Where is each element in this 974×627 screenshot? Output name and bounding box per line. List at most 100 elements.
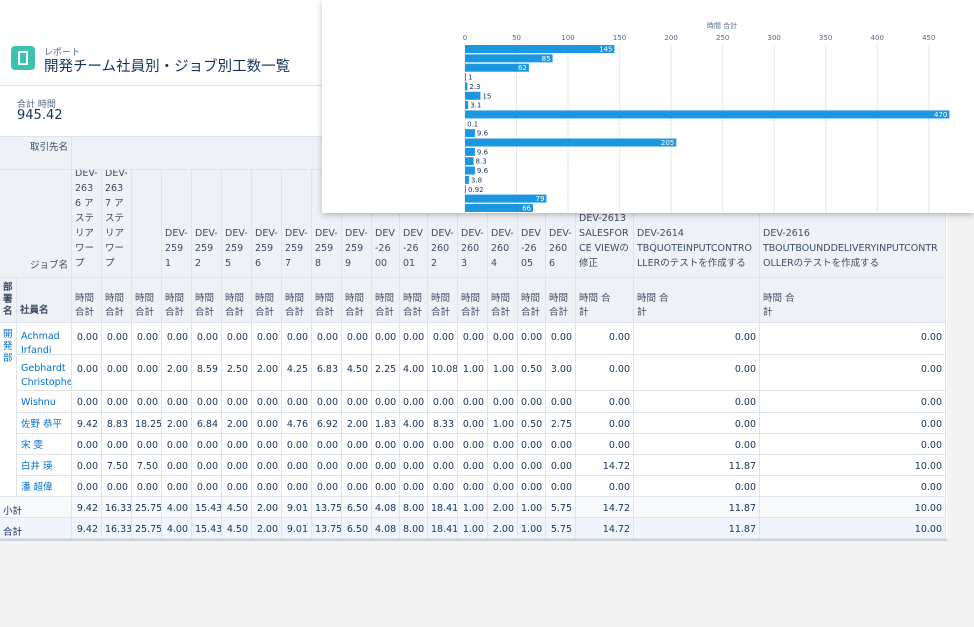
value-cell: 0.00 bbox=[312, 476, 342, 497]
value-cell: 8.33 bbox=[428, 413, 458, 434]
value-cell: 0.00 bbox=[192, 434, 222, 455]
value-cell: 0.00 bbox=[222, 323, 252, 355]
value-cell: 2.00 bbox=[252, 497, 282, 518]
value-cell: 0.00 bbox=[192, 455, 222, 476]
value-cell: 0.00 bbox=[252, 434, 282, 455]
value-cell: 0.00 bbox=[760, 323, 946, 355]
data-label: 145 bbox=[599, 46, 612, 54]
value-cell: 16.33 bbox=[102, 518, 132, 539]
value-cell: 9.42 bbox=[72, 518, 102, 539]
value-cell: 0.00 bbox=[428, 391, 458, 413]
value-cell: 0.00 bbox=[132, 476, 162, 497]
value-cell: 2.00 bbox=[252, 355, 282, 391]
header-fill bbox=[616, 278, 634, 323]
employee-name[interactable]: Achmad Irfandi bbox=[17, 323, 72, 355]
divider bbox=[0, 85, 322, 86]
value-cell: 4.25 bbox=[282, 355, 312, 391]
summary-label: 合計 時間 bbox=[17, 100, 56, 110]
value-cell: 8.00 bbox=[400, 518, 428, 539]
data-label: 3.1 bbox=[470, 102, 481, 110]
report-title: 開発チーム社員別・ジョブ別工数一覧 bbox=[44, 59, 291, 75]
value-cell: 25.75 bbox=[132, 518, 162, 539]
value-cell: 1.00 bbox=[518, 497, 546, 518]
value-cell: 0.50 bbox=[518, 355, 546, 391]
value-cell: 10.00 bbox=[760, 497, 946, 518]
measure-header: 時間 合計 bbox=[634, 278, 674, 323]
data-label: 0.92 bbox=[468, 186, 484, 194]
value-cell: 0.00 bbox=[222, 434, 252, 455]
x-tick-label: 400 bbox=[871, 34, 884, 42]
value-cell: 0.00 bbox=[428, 476, 458, 497]
measure-header: 時間 合計 bbox=[162, 278, 192, 323]
employee-name[interactable]: 宋 雯 bbox=[17, 434, 72, 455]
bar bbox=[465, 73, 467, 82]
value-cell: 0.00 bbox=[132, 434, 162, 455]
value-cell: 0.00 bbox=[192, 323, 222, 355]
value-cell: 0.00 bbox=[132, 391, 162, 413]
value-cell: 25.75 bbox=[132, 497, 162, 518]
measure-header: 時間 合計 bbox=[546, 278, 576, 323]
value-cell: 0.00 bbox=[634, 476, 760, 497]
value-cell: 0.00 bbox=[102, 355, 132, 391]
value-cell: 4.00 bbox=[400, 413, 428, 434]
bar bbox=[465, 54, 553, 63]
measure-header: 時間 合計 bbox=[372, 278, 400, 323]
report-header: レポート 開発チーム社員別・ジョブ別工数一覧 合計 時間 945.42 bbox=[0, 0, 322, 137]
measure-header: 時間 合計 bbox=[252, 278, 282, 323]
value-cell: 13.75 bbox=[312, 497, 342, 518]
job-header: DEV-2595 bbox=[222, 170, 252, 278]
value-cell: 4.76 bbox=[282, 413, 312, 434]
value-cell: 4.00 bbox=[400, 355, 428, 391]
value-cell: 0.00 bbox=[760, 355, 946, 391]
employee-name[interactable]: Wishnu bbox=[17, 391, 72, 413]
value-cell: 6.50 bbox=[342, 518, 372, 539]
value-cell: 0.00 bbox=[252, 323, 282, 355]
value-cell: 9.01 bbox=[282, 497, 312, 518]
data-label: 66 bbox=[522, 204, 531, 212]
value-cell: 9.01 bbox=[282, 518, 312, 539]
job-header: DEV-2637 アステリアワープ bbox=[102, 170, 132, 278]
data-label: 470 bbox=[934, 111, 947, 119]
value-cell: 0.00 bbox=[400, 323, 428, 355]
value-cell: 1.00 bbox=[458, 518, 488, 539]
value-cell: 0.50 bbox=[518, 413, 546, 434]
value-cell: 4.00 bbox=[162, 518, 192, 539]
value-cell: 0.00 bbox=[634, 413, 760, 434]
value-cell: 0.00 bbox=[282, 391, 312, 413]
employee-name[interactable]: 白井 瑛 bbox=[17, 455, 72, 476]
job-label: ジョブ名 bbox=[0, 170, 72, 278]
data-label: 0.1 bbox=[467, 120, 478, 128]
value-cell: 0.00 bbox=[222, 391, 252, 413]
employee-name[interactable]: 潘 超偉 bbox=[17, 476, 72, 497]
value-cell: 2.50 bbox=[222, 355, 252, 391]
measure-header: 時間 合計 bbox=[102, 278, 132, 323]
value-cell: 0.00 bbox=[518, 476, 546, 497]
measure-header: 時間 合計 bbox=[518, 278, 546, 323]
employee-name[interactable]: 佐野 恭平 bbox=[17, 413, 72, 434]
value-cell: 16.33 bbox=[102, 497, 132, 518]
header-fill bbox=[674, 278, 760, 323]
value-cell: 10.00 bbox=[760, 518, 946, 539]
value-cell: 0.00 bbox=[192, 476, 222, 497]
value-cell: 0.00 bbox=[458, 455, 488, 476]
value-cell: 0.00 bbox=[488, 323, 518, 355]
total-label: 合計 bbox=[0, 518, 72, 539]
value-cell: 0.00 bbox=[102, 323, 132, 355]
value-cell: 0.00 bbox=[488, 391, 518, 413]
bar bbox=[465, 194, 547, 203]
bar bbox=[465, 101, 469, 110]
value-cell: 0.00 bbox=[312, 323, 342, 355]
value-cell: 0.00 bbox=[488, 455, 518, 476]
value-cell: 2.00 bbox=[162, 413, 192, 434]
department[interactable]: 開発部 bbox=[0, 323, 17, 497]
value-cell: 11.87 bbox=[634, 497, 760, 518]
value-cell: 0.00 bbox=[488, 434, 518, 455]
value-cell: 0.00 bbox=[132, 323, 162, 355]
employee-name[interactable]: Gebhardt Christopher bbox=[17, 355, 72, 391]
value-cell: 0.00 bbox=[372, 455, 400, 476]
value-cell: 0.00 bbox=[518, 434, 546, 455]
bar bbox=[465, 91, 481, 100]
bar bbox=[465, 157, 474, 166]
value-cell: 2.00 bbox=[222, 413, 252, 434]
